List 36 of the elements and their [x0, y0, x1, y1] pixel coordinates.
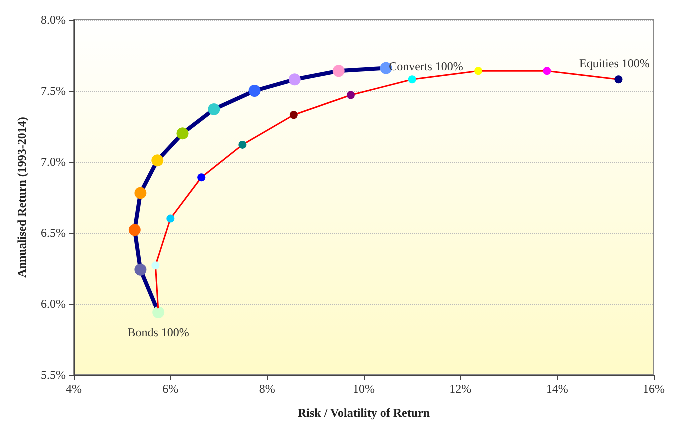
- point: [166, 214, 175, 223]
- x-tick-label: 16%: [643, 382, 665, 396]
- y-tick-label: 8.0%: [41, 13, 66, 27]
- x-tick-label: 10%: [353, 382, 375, 396]
- point: [152, 262, 160, 270]
- point: [290, 111, 298, 120]
- point: [346, 91, 355, 100]
- y-axis-title: Annualised Return (1993-2014): [15, 117, 29, 278]
- x-tick-label: 6%: [162, 382, 179, 396]
- x-tick-label: 14%: [546, 382, 568, 396]
- point: [134, 264, 147, 276]
- point: [288, 74, 301, 86]
- annotation: Equities 100%: [580, 56, 650, 71]
- point: [408, 76, 416, 84]
- x-tick-label: 4%: [66, 382, 82, 396]
- x-tick-label: 8%: [259, 382, 276, 396]
- point: [134, 187, 147, 200]
- x-axis-title: Risk / Volatility of Return: [298, 406, 430, 420]
- x-tick-label: 12%: [450, 382, 472, 396]
- y-tick-label: 7.0%: [41, 155, 66, 169]
- y-tick-label: 5.5%: [41, 368, 66, 382]
- point: [614, 76, 623, 84]
- point: [152, 154, 164, 167]
- point: [332, 65, 345, 78]
- point: [543, 67, 552, 76]
- y-tick-label: 7.5%: [41, 84, 66, 98]
- point: [198, 174, 206, 182]
- y-tick-label: 6.5%: [41, 226, 66, 240]
- point: [128, 224, 141, 236]
- point: [238, 140, 247, 149]
- annotation: Bonds 100%: [128, 326, 190, 340]
- point: [208, 103, 220, 116]
- point: [248, 85, 261, 97]
- y-tick-label: 6.0%: [41, 297, 66, 311]
- point: [474, 67, 483, 76]
- point: [176, 128, 189, 140]
